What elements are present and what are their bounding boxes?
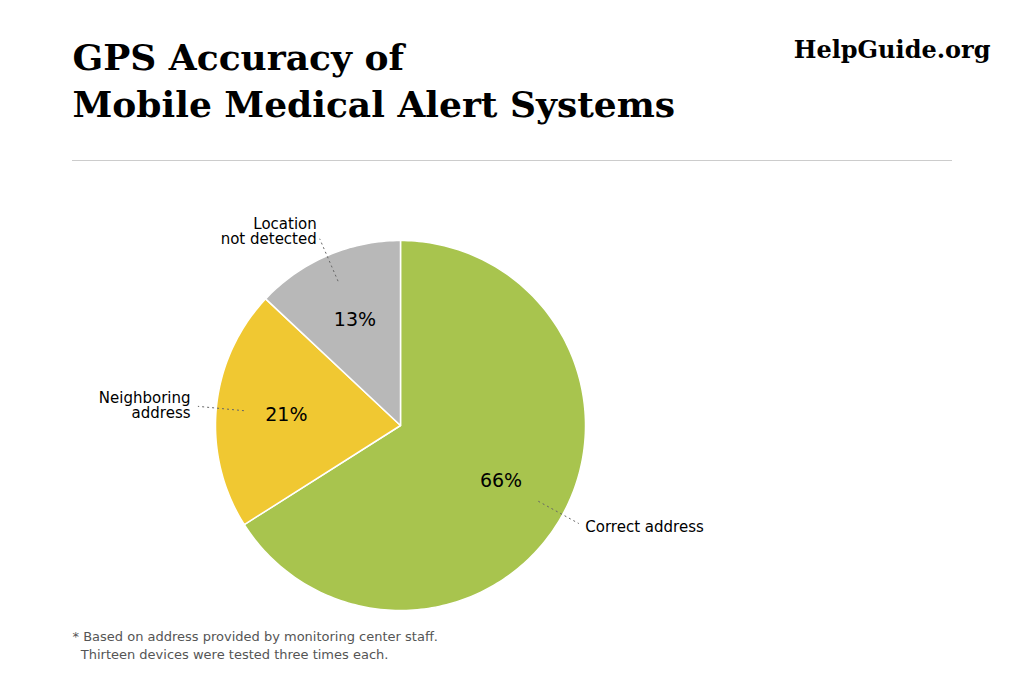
svg-text:21%: 21% (265, 403, 307, 425)
svg-text:Neighboringaddress: Neighboringaddress (99, 389, 191, 422)
svg-text:Locationnot detected: Locationnot detected (221, 215, 317, 248)
svg-text:Correct address: Correct address (585, 518, 704, 536)
svg-text:Thirteen devices were tested t: Thirteen devices were tested three times… (73, 647, 389, 662)
svg-text:13%: 13% (334, 308, 376, 330)
svg-text:66%: 66% (480, 469, 522, 491)
svg-text:HelpGuide.org: HelpGuide.org (794, 35, 991, 64)
svg-text:* Based on address provided by: * Based on address provided by monitorin… (73, 629, 438, 644)
svg-text:GPS Accuracy ofMobile Medical: GPS Accuracy ofMobile Medical Alert Syst… (73, 36, 676, 125)
